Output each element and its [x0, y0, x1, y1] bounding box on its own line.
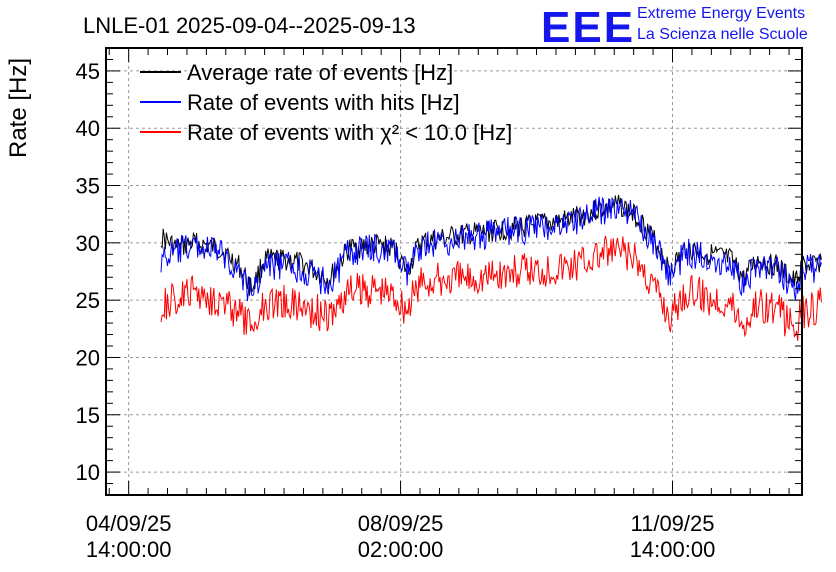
y-tick-label: 45 — [76, 59, 100, 84]
x-tick-label-date: 11/09/25 — [631, 511, 715, 536]
y-tick-label: 20 — [76, 345, 100, 370]
x-tick-label-date: 04/09/25 — [86, 511, 172, 536]
chart-title: LNLE-01 2025-09-04--2025-09-13 — [83, 13, 416, 38]
y-tick-label: 25 — [76, 288, 100, 313]
plot-frame — [105, 47, 803, 496]
y-tick-label: 10 — [76, 460, 100, 485]
series-group — [160, 194, 822, 341]
legend-label: Rate of events with χ² < 10.0 [Hz] — [187, 120, 512, 145]
y-tick-label: 30 — [76, 231, 100, 256]
x-tick-label-time: 14:00:00 — [86, 537, 172, 562]
x-tick-label-time: 02:00:00 — [358, 537, 444, 562]
series-line-3 — [160, 235, 822, 341]
series-line-2 — [160, 196, 822, 302]
legend: Average rate of events [Hz] Rate of event… — [140, 60, 512, 145]
y-axis-label: Rate [Hz] — [5, 58, 32, 158]
logo-mark: EEE — [541, 3, 635, 52]
y-tick-label: 15 — [76, 403, 100, 428]
grid — [106, 48, 802, 495]
logo-line-1: Extreme Energy Events — [637, 5, 805, 22]
x-tick-label-time: 14:00:00 — [630, 537, 716, 562]
x-tick-label-date: 08/09/25 — [358, 511, 444, 536]
eee-logo: EEE Extreme Energy Events La Scienza nel… — [541, 3, 808, 52]
y-tick-label: 40 — [76, 116, 100, 141]
legend-label: Average rate of events [Hz] — [187, 60, 453, 85]
legend-label: Rate of events with hits [Hz] — [187, 90, 460, 115]
logo-line-2: La Scienza nelle Scuole — [637, 26, 808, 43]
y-tick-label: 35 — [76, 174, 100, 199]
axes: 101520253035404504/09/2514:00:0008/09/25… — [76, 47, 802, 562]
